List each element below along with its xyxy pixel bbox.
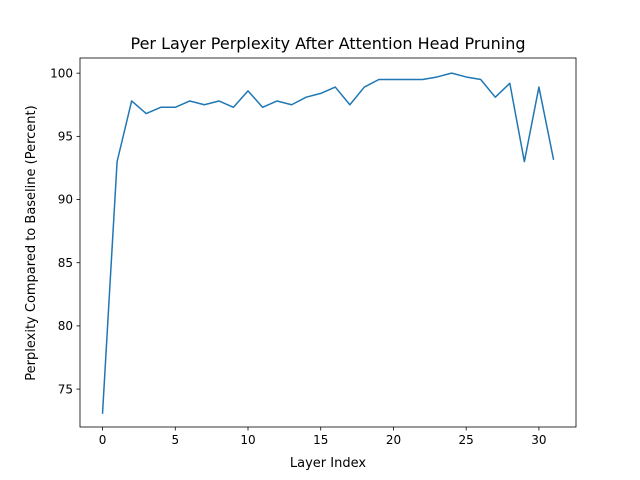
x-tick-label-30: 30 bbox=[531, 433, 546, 447]
y-tick-label-80: 80 bbox=[58, 319, 73, 333]
x-tick-label-25: 25 bbox=[459, 433, 474, 447]
y-tick-label-85: 85 bbox=[58, 256, 73, 270]
y-tick-label-90: 90 bbox=[58, 193, 73, 207]
chart-title: Per Layer Perplexity After Attention Hea… bbox=[130, 34, 525, 53]
y-tick-label-100: 100 bbox=[50, 66, 73, 80]
y-tick-label-95: 95 bbox=[58, 130, 73, 144]
series-line-0 bbox=[101, 72, 555, 414]
y-axis-label: Perplexity Compared to Baseline (Percent… bbox=[24, 105, 39, 380]
axes-frame bbox=[79, 57, 577, 428]
x-tick-label-0: 0 bbox=[99, 433, 107, 447]
x-tick-label-20: 20 bbox=[386, 433, 401, 447]
y-tick-label-75: 75 bbox=[58, 382, 73, 396]
x-tick-label-5: 5 bbox=[171, 433, 179, 447]
x-tick-label-10: 10 bbox=[240, 433, 255, 447]
x-tick-label-15: 15 bbox=[313, 433, 328, 447]
plot-area: 0 5 10 15 20 25 30 75 80 85 90 95 100 bbox=[50, 57, 577, 447]
x-axis-label: Layer Index bbox=[290, 456, 366, 471]
